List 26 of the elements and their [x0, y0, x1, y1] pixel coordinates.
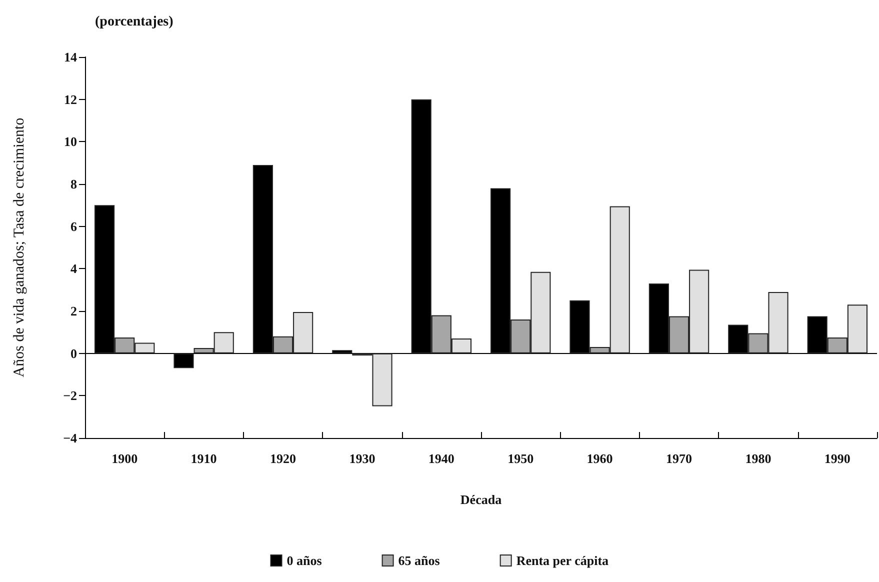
x-axis-title: Década — [460, 492, 502, 507]
y-tick-label: 4 — [70, 261, 78, 276]
y-tick-label: 6 — [70, 218, 78, 234]
chart-title: (porcentajes) — [95, 14, 174, 30]
x-tick-label: 1980 — [745, 451, 772, 466]
y-tick-label: 12 — [64, 92, 77, 107]
y-tick-label: −4 — [63, 430, 78, 446]
x-tick-label: 1910 — [190, 451, 217, 466]
x-tick-label: 1950 — [508, 451, 534, 466]
x-tick-label: 1900 — [112, 451, 138, 466]
legend-label: 0 años — [286, 553, 322, 568]
x-tick-label: 1990 — [824, 451, 850, 466]
y-axis-title: Años de vida ganados; Tasa de crecimiento — [12, 118, 28, 378]
y-tick-label: −2 — [63, 388, 77, 404]
y-tick-label: 2 — [70, 304, 77, 318]
legend-label: Renta per cápita — [516, 553, 610, 568]
x-tick-label: 1970 — [666, 451, 692, 466]
y-tick-label: 8 — [70, 176, 78, 192]
x-tick-label: 1920 — [270, 451, 296, 466]
y-tick-label: 14 — [64, 50, 78, 64]
x-tick-label: 1930 — [349, 451, 376, 466]
y-tick-label: 0 — [70, 346, 77, 361]
y-tick-label: 10 — [64, 134, 77, 150]
x-tick-label: 1960 — [586, 451, 613, 466]
legend-label: 65 años — [398, 553, 440, 568]
x-tick-label: 1940 — [428, 451, 454, 466]
